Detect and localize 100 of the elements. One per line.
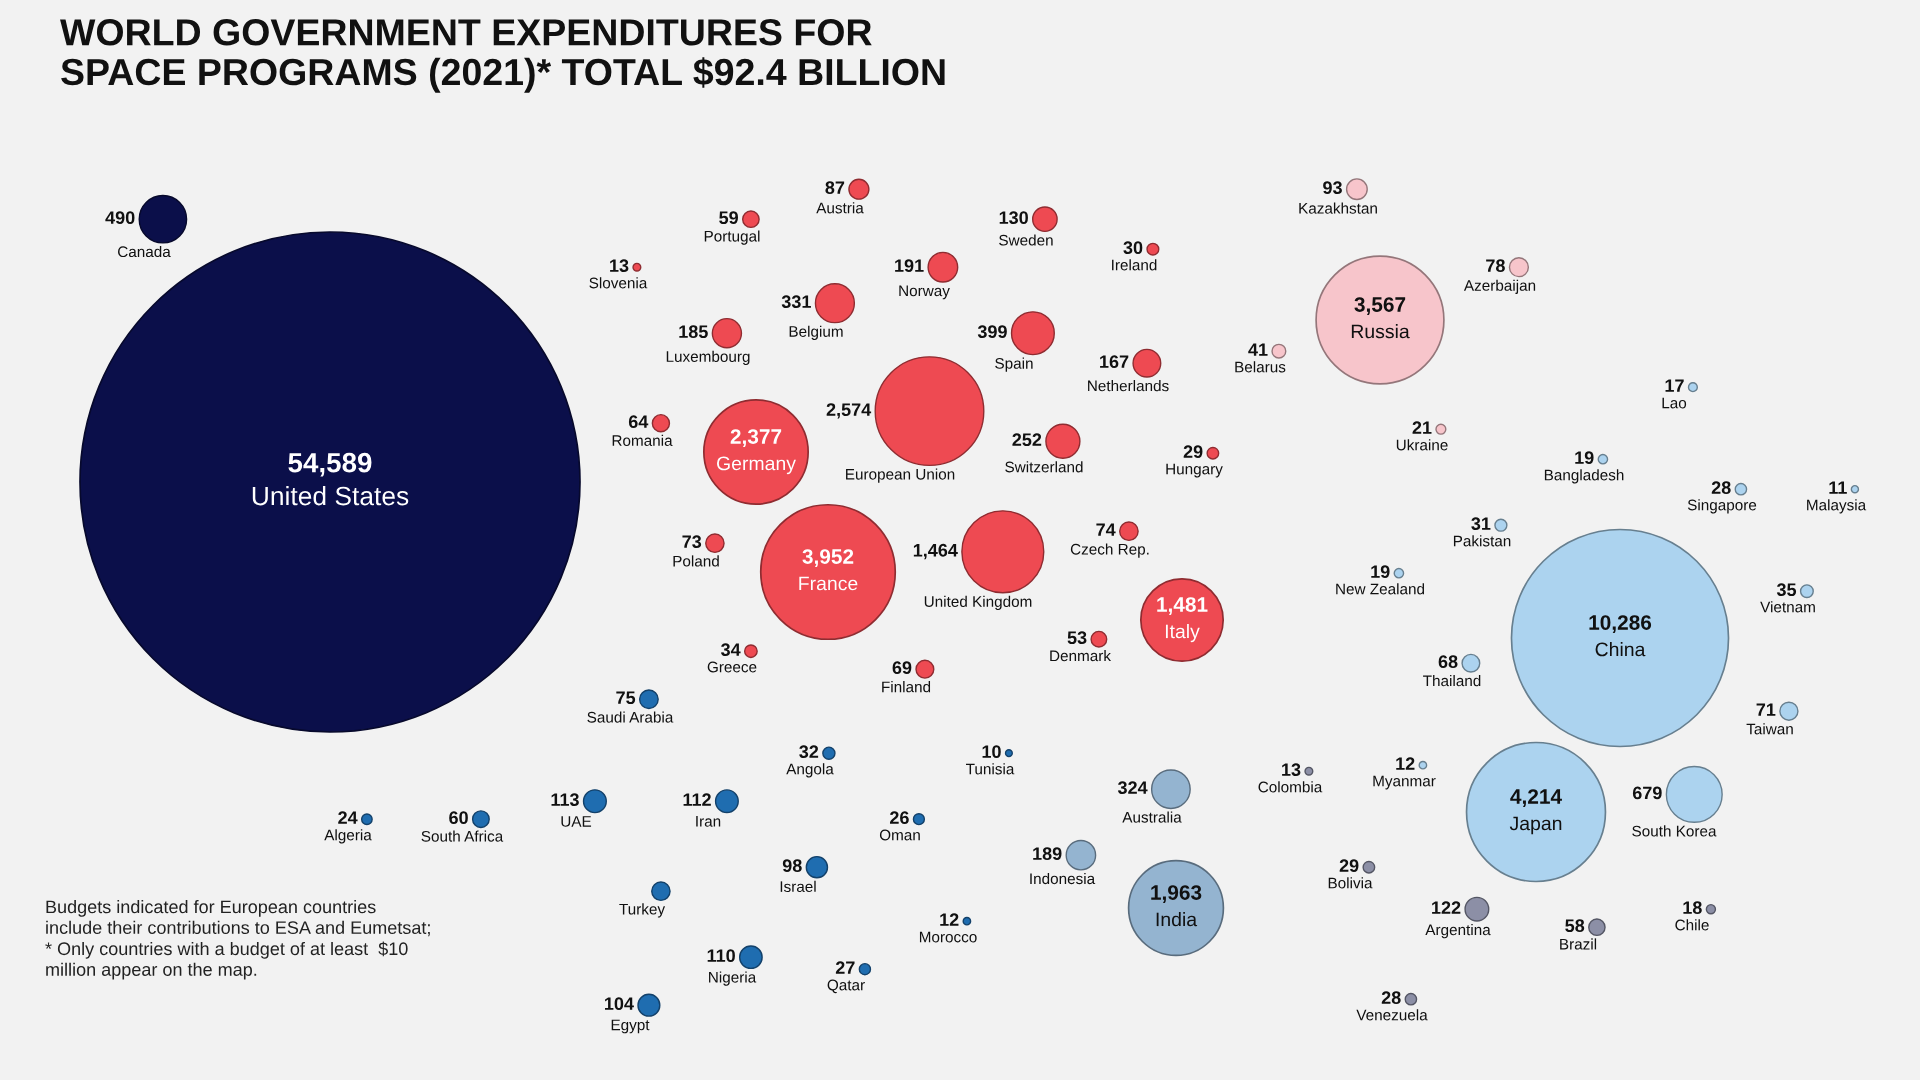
category-label: Saudi Arabia — [587, 711, 674, 723]
data-label: 11 — [1829, 481, 1847, 494]
category-label: Argentina — [1425, 924, 1491, 939]
data-label: 68 — [1438, 655, 1458, 669]
data-label: 93 — [1323, 181, 1342, 195]
category-label: Turkey — [619, 903, 666, 918]
data-label: 324 — [1117, 781, 1148, 795]
data-label: 53 — [1067, 631, 1087, 645]
data-label: 29 — [1183, 445, 1203, 459]
category-label: Vietnam — [1760, 601, 1815, 613]
category-label: Netherlands — [1088, 380, 1169, 392]
category-label: United Kingdom — [924, 595, 1032, 610]
category-label: Tunisia — [966, 763, 1015, 775]
data-label: 113 — [551, 793, 579, 807]
data-label: 28 — [1381, 991, 1401, 1005]
category-label: Czech Rep. — [1070, 543, 1149, 558]
data-label: 19 — [1371, 565, 1390, 579]
data-label: 26 — [889, 811, 909, 825]
category-label: Malaysia — [1807, 499, 1867, 514]
data-label: 54,589 — [288, 452, 372, 477]
data-label: 78 — [1486, 259, 1505, 273]
data-label: 110 — [707, 949, 735, 963]
category-label: South Africa — [421, 830, 504, 842]
category-label: UAE — [561, 816, 592, 827]
data-label: 122 — [1432, 901, 1461, 914]
data-label: 399 — [977, 325, 1007, 339]
category-label: Greece — [707, 661, 757, 673]
category-label: Qatar — [827, 979, 865, 994]
category-label: Luxembourg — [666, 350, 750, 365]
category-label: Belgium — [789, 325, 843, 340]
category-label: Myanmar — [1373, 775, 1436, 790]
category-label: Bolivia — [1328, 877, 1373, 889]
category-label: Belarus — [1235, 361, 1286, 373]
data-label: 1,464 — [913, 543, 958, 560]
category-label: Lao — [1662, 397, 1687, 409]
category-label: India — [1156, 912, 1198, 927]
category-label: Iran — [696, 816, 721, 827]
data-label: 189 — [1033, 847, 1062, 861]
category-label: Italy — [1165, 624, 1200, 643]
category-label: Poland — [673, 555, 719, 567]
data-label: 331 — [781, 295, 811, 309]
data-label: 679 — [1632, 786, 1662, 800]
data-label: 3,952 — [802, 549, 854, 567]
category-label: Thailand — [1423, 675, 1481, 687]
category-label: Singapore — [1687, 499, 1757, 514]
text: WORLD GOVERNMENT EXPENDITURES FOR SPACE PROGRAMS (2021)* TOTAL $92.4 BILLION — [60, 18, 945, 93]
data-label: 12 — [940, 913, 959, 926]
category-label: Australia — [1122, 811, 1182, 823]
category-label: Denmark — [1050, 649, 1112, 662]
category-label: Germany — [717, 456, 796, 475]
category-label: Kazakhstan — [1299, 202, 1377, 214]
category-label: Hungary — [1166, 463, 1223, 478]
category-label: France — [799, 576, 858, 591]
category-label: Japan — [1509, 816, 1562, 835]
category-label: Algeria — [324, 829, 372, 844]
category-label: China — [1595, 642, 1646, 657]
category-label: Angola — [786, 763, 834, 778]
category-label: Canada — [118, 245, 171, 258]
data-label: 104 — [605, 997, 634, 1011]
category-label: Taiwan — [1746, 723, 1793, 735]
category-label: Ukraine — [1396, 439, 1448, 451]
data-label: 60 — [449, 811, 468, 825]
data-label: 21 — [1412, 421, 1432, 434]
data-label: 58 — [1565, 919, 1585, 933]
data-label: 17 — [1665, 379, 1684, 392]
data-label: 1,481 — [1157, 597, 1208, 615]
category-label: European Union — [846, 468, 955, 483]
category-label: Egypt — [611, 1019, 650, 1034]
data-label: 64 — [628, 415, 649, 429]
category-label: Bangladesh — [1544, 469, 1624, 484]
data-label: 490 — [105, 211, 135, 225]
category-label: Romania — [612, 434, 673, 446]
category-label: Norway — [899, 285, 950, 300]
category-label: United States — [252, 486, 409, 506]
category-label: Indonesia — [1030, 872, 1096, 885]
category-label: Oman — [879, 829, 920, 841]
data-label: 35 — [1776, 583, 1797, 597]
category-label: Slovenia — [589, 277, 648, 289]
data-label: 73 — [682, 535, 702, 549]
data-label: 13 — [610, 259, 629, 273]
data-label: 4,214 — [1510, 789, 1562, 807]
data-label: 12 — [1396, 757, 1415, 770]
category-label: Pakistan — [1453, 535, 1511, 547]
data-label: 27 — [835, 961, 855, 974]
data-label: 74 — [1096, 523, 1116, 536]
category-label: Israel — [780, 880, 816, 893]
category-label: Switzerland — [1005, 461, 1083, 473]
data-label: 185 — [679, 325, 708, 339]
data-label: 13 — [1282, 763, 1301, 777]
category-label: Colombia — [1258, 781, 1323, 793]
data-label: 32 — [799, 745, 819, 759]
category-label: Spain — [995, 357, 1033, 372]
category-label: Portugal — [704, 230, 760, 245]
category-label: Ireland — [1112, 259, 1157, 271]
data-label: 3,567 — [1354, 297, 1406, 315]
data-label: 75 — [616, 691, 636, 705]
data-label: 191 — [895, 259, 924, 273]
category-label: Nigeria — [709, 971, 757, 986]
category-label: New Zealand — [1336, 583, 1425, 595]
data-label: 130 — [999, 211, 1028, 225]
